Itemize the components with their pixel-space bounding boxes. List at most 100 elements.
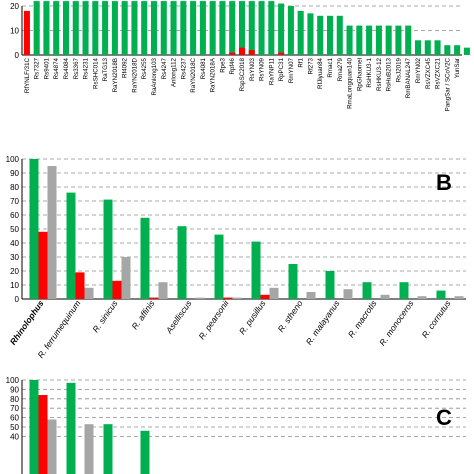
y-tick-label: 30 [10,253,19,262]
panel-b-letter: B [436,170,452,195]
category-label: Rs4247 [161,57,168,79]
y-tick-label: 0 [15,295,20,304]
category-label: RsYN09 [259,57,266,81]
bar-gray [121,257,131,299]
y-tick-label: 10 [10,27,19,36]
bar-green [326,15,334,56]
bar-green [297,10,304,55]
category-label: RmBANAL247 [405,57,412,98]
bar-green [454,45,461,55]
bar-gray [232,297,242,299]
bar-green [362,282,372,299]
category-label: Rs4874 [53,57,60,79]
bar-green [375,25,382,55]
category-label: Rs4084 [63,57,70,79]
bar-green [29,159,39,299]
category-label: YunSar [454,58,461,78]
bar-green [150,1,158,56]
bar-gray [454,296,464,299]
bar-gray [380,294,390,299]
category-label: R. monoceros [377,298,416,348]
category-label: RsJ2019 [395,57,402,82]
bar-red [38,231,48,299]
category-label: RfYNLF/31C [24,57,31,93]
bar-green [177,226,187,299]
category-label: Rhinolophus [8,298,46,347]
category-label: Rs4081 [200,57,207,79]
y-tick-label: 10 [10,281,19,290]
category-label: R. pusillus [237,298,268,336]
category-label: RaAnlong103 [151,57,158,95]
bar-green [356,25,363,55]
bar-green [92,1,99,56]
category-label: R. stheno [276,298,305,334]
bar-green [62,1,70,56]
category-label: RsHKU3-12 [376,57,383,91]
bar-green [111,1,118,56]
bar-green [251,241,261,299]
bar-green [229,1,236,56]
category-label: RsSHC014 [92,57,99,89]
bar-green [209,1,216,56]
bar-green [434,40,441,55]
bar-gray [84,287,94,299]
bar-green [366,25,373,55]
bar-green [258,1,265,56]
bar-gray [269,287,279,299]
panel-c-letter: C [436,405,452,430]
category-label: Rs4237 [180,57,187,79]
bar-green [436,290,446,299]
bar-green [325,271,335,299]
category-label: Rf273 [307,57,314,74]
bar-green [346,25,353,55]
category-label: RpPC31 [278,57,285,81]
y-tick-label: 50 [10,423,19,432]
bar-green [53,1,60,56]
bar-green [399,282,409,299]
category-label: RpGhaomei [356,58,363,91]
category-label: Rf1 [298,57,305,67]
bar-green [160,1,167,56]
bar-gray [417,296,427,299]
y-tick-label: 80 [10,395,19,404]
bar-green [414,40,422,55]
category-label: Rmac1 [327,57,334,77]
y-tick-label: 60 [10,414,19,423]
bar-green [219,1,226,56]
bar-gray [306,292,316,299]
category-label: RaTG13 [102,57,109,81]
y-tick-label: 90 [10,385,19,394]
bar-green [72,1,79,56]
category-label: Rf4092 [122,57,129,78]
y-tick-label: 20 [10,267,19,276]
bar-gray [47,419,57,474]
bar-green [121,1,128,56]
category-label: R. macrotis [346,298,379,340]
category-label: RaYN2018B [112,58,119,92]
bar-red [38,395,48,474]
bar-green [102,1,109,56]
y-tick-label: 0 [15,51,20,60]
y-tick-label: 70 [10,404,19,413]
y-tick-label: 80 [10,183,19,192]
bar-green [140,217,150,299]
bar-green [287,6,294,55]
bar-red [23,10,30,55]
bar-green [103,199,113,299]
category-label: RsHKU3-1 [366,57,373,87]
category-label: Anlong112 [171,57,178,87]
bar-green [288,264,298,299]
bar-gray [343,289,353,299]
bar-green [395,25,402,55]
bar-red [149,297,159,299]
y-tick-label: 20 [10,2,19,11]
category-label: RaYNP11 [268,57,275,85]
bar-green [43,1,50,56]
category-label: Rpf46 [229,57,236,74]
bar-red [75,272,85,299]
bar-gray [47,166,57,299]
bar-gray [195,297,205,299]
